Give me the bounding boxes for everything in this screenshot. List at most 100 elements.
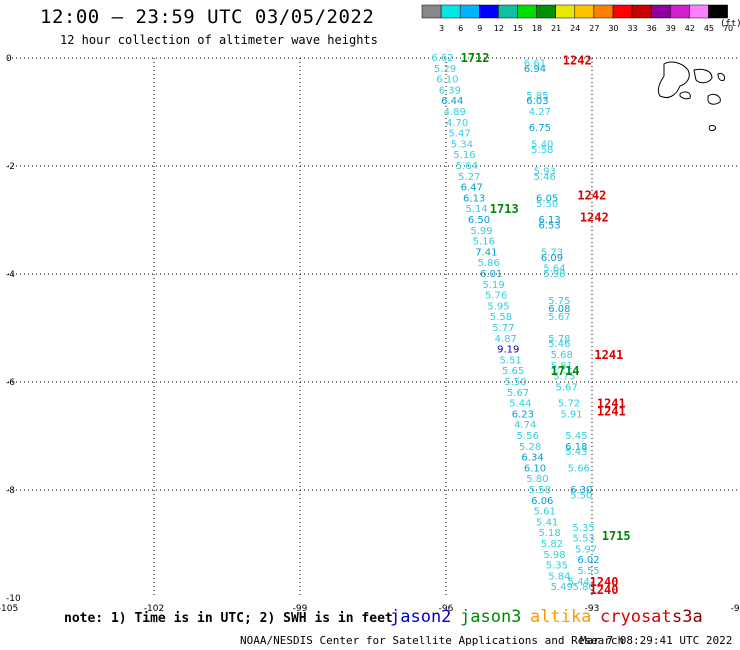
wave-height-value: 5.46	[548, 339, 570, 350]
pass-time-label: 1715	[602, 529, 631, 543]
colorbar-swatch	[593, 4, 614, 19]
y-tick-label: -6	[6, 378, 15, 388]
wave-height-value: 5.78	[548, 334, 570, 345]
x-tick-label: -96	[439, 604, 454, 614]
wave-height-value: 5.50	[536, 199, 558, 210]
wave-height-value: 4.74	[514, 420, 536, 431]
wave-height-value: 5.77	[492, 323, 514, 334]
wave-height-value: 5.67	[507, 388, 529, 399]
colorbar-label: 21	[551, 24, 561, 33]
colorbar-swatch	[536, 4, 556, 19]
y-tick-label: 0	[6, 54, 12, 64]
wave-height-value: 5.58	[490, 312, 512, 323]
wave-height-value: 5.44	[568, 577, 590, 588]
colorbar-label: 24	[570, 24, 580, 33]
x-tick-label: -105	[0, 604, 18, 614]
wave-height-value: 5.18	[538, 528, 560, 539]
pass-time-label: 1242	[563, 54, 592, 68]
colorbar-swatch	[440, 4, 461, 19]
colorbar-swatch	[650, 4, 671, 19]
wave-height-value: 5.35	[573, 523, 595, 534]
wave-height-value: 5.66	[568, 463, 590, 474]
pass-time-label: 1713	[490, 202, 519, 216]
footer-timestamp: Mar 7 08:29:41 UTC 2022	[580, 634, 733, 647]
wave-height-value: 4.87	[495, 334, 517, 345]
wave-height-value: 6.39	[439, 85, 461, 96]
wave-height-value: 6.44	[441, 96, 463, 107]
colorbar-swatch	[574, 4, 595, 19]
chart-subtitle: 12 hour collection of altimeter wave hei…	[60, 33, 378, 47]
wave-height-value: 6.13	[538, 215, 560, 226]
wave-height-value: 5.58	[529, 485, 551, 496]
wave-height-value: 6.47	[461, 183, 483, 194]
wave-height-value: 5.14	[465, 204, 487, 215]
wave-height-value: 5.72	[558, 399, 580, 410]
colorbar-unit: (ft)	[720, 19, 740, 29]
wave-height-value: 5.84	[548, 571, 570, 582]
y-tick-label: -4	[6, 270, 15, 280]
wave-height-value: 5.53	[573, 534, 595, 545]
colorbar-swatch	[421, 4, 442, 19]
wave-height-value: 6.08	[548, 304, 570, 315]
colorbar-label: 27	[589, 24, 599, 33]
colorbar-swatch	[479, 4, 499, 19]
colorbar-label: 42	[685, 24, 695, 33]
pass-time-label: 1242	[577, 189, 606, 203]
wave-height-value: 6.18	[565, 442, 587, 453]
pass-time-label: 1712	[461, 51, 490, 65]
wave-height-value: 5.98	[543, 269, 565, 280]
wave-height-value: 5.85	[526, 91, 548, 102]
x-tick-label: -102	[144, 604, 164, 614]
wave-height-value: 5.16	[453, 150, 475, 161]
colorbar-label: 18	[532, 24, 542, 33]
colorbar-label: 3	[439, 24, 444, 33]
wave-height-value: 5.44	[509, 399, 531, 410]
wave-height-value: 5.35	[546, 561, 568, 572]
wave-height-value: 5.91	[560, 409, 582, 420]
wave-height-value: 5.28	[519, 442, 541, 453]
wave-height-value: 5.86	[478, 258, 500, 269]
wave-height-value: 5.80	[573, 582, 595, 593]
y-tick-label: -2	[6, 162, 15, 172]
colorbar-label: 15	[513, 24, 523, 33]
wave-height-value: 5.81	[551, 361, 573, 372]
colorbar-swatch	[459, 4, 480, 19]
pass-time-label: 1240	[590, 583, 619, 597]
wave-height-value: 6.06	[531, 496, 553, 507]
x-tick-label: -99	[293, 604, 308, 614]
colorbar-swatch	[498, 4, 518, 19]
wave-height-value: 5.65	[502, 366, 524, 377]
wave-height-value: 5.55	[577, 566, 599, 577]
legend-jason2: jason2	[390, 607, 452, 627]
colorbar-swatch	[517, 4, 537, 19]
wave-height-value: 5.29	[434, 64, 456, 75]
wave-height-value: 5.68	[551, 350, 573, 361]
colorbar-swatch	[670, 4, 690, 19]
pass-time-label: 1240	[590, 575, 619, 589]
wave-height-value: 4.70	[446, 118, 468, 129]
wave-height-value: 6.30	[570, 485, 592, 496]
colorbar-swatch	[708, 4, 728, 19]
pass-time-label: 1242	[580, 210, 609, 224]
wave-height-value: 6.10	[524, 463, 546, 474]
pass-time-label: 1241	[597, 405, 626, 419]
wave-height-value: 5.75	[548, 296, 570, 307]
y-tick-label: -10	[6, 594, 21, 604]
island-outline	[657, 61, 725, 131]
wave-height-value: 5.45	[565, 431, 587, 442]
colorbar-label: 45	[704, 24, 714, 33]
wave-height-value: 6.13	[463, 193, 485, 204]
pass-time-label: 1714	[551, 364, 580, 378]
wave-height-value: 5.49	[551, 582, 573, 593]
wave-height-value: 5.99	[470, 226, 492, 237]
wave-height-value: 6.50	[468, 215, 490, 226]
wave-height-value: 4.27	[529, 107, 551, 118]
chart-title: 12:00 — 23:59 UTC 03/05/2022	[40, 6, 375, 28]
y-tick-label: -8	[6, 486, 15, 496]
wave-height-value: 5.73	[541, 247, 563, 258]
wave-height-value: 5.40	[531, 139, 553, 150]
legend-cryosat: cryosat	[600, 607, 672, 627]
wave-height-value: 5.58	[531, 145, 553, 156]
wave-height-value: 5.95	[487, 301, 509, 312]
